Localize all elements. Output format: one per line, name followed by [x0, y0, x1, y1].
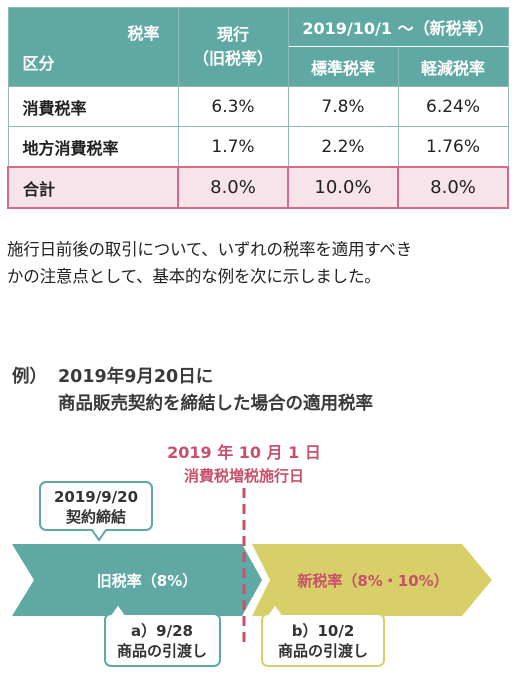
total-row: 合計 8.0% 10.0% 8.0% — [7, 166, 510, 209]
current-rate-cell: 6.3% — [177, 86, 289, 127]
example-heading: 例） 2019年9月20日に 商品販売契約を締結した場合の適用税率 — [12, 364, 373, 418]
tax-rate-table: 税率 区分 現行 （旧税率） 2019/10/1 〜（新税率） 標準税率 軽減税… — [7, 7, 510, 209]
table-header-row: 税率 区分 現行 （旧税率） 2019/10/1 〜（新税率） — [7, 7, 509, 87]
reduced-rate-cell: 6.24% — [397, 86, 509, 127]
intro-line: 施行日前後の取引について、いずれの税率を適用すべき — [7, 240, 413, 259]
current-rate-cell: 1.7% — [177, 126, 289, 168]
table-subheader-row: 標準税率 軽減税率 — [8, 46, 509, 87]
corner-header-tax-rate: 税率 — [127, 24, 160, 43]
example-prefix: 例） — [12, 367, 47, 387]
current-rate-header: 現行 （旧税率） — [177, 7, 289, 87]
new-rate-label: 新税率（8%・10%） — [297, 572, 448, 590]
table-row: 消費税率 6.3% 7.8% 6.24% — [7, 86, 509, 127]
reduced-rate-cell: 8.0% — [396, 166, 510, 209]
row-label: 消費税率 — [7, 86, 179, 127]
contract-label: 契約締結 — [65, 508, 126, 526]
old-rate-arrow — [12, 544, 262, 616]
delivery-b-callout — [261, 602, 385, 667]
reduced-rate-cell: 1.76% — [397, 126, 509, 168]
delivery-a-date: a）9/28 — [131, 622, 193, 640]
standard-rate-cell: 7.8% — [287, 86, 399, 127]
corner-header-category: 区分 — [22, 54, 55, 73]
delivery-a-callout — [104, 602, 221, 667]
current-rate-header-line2: （旧税率） — [192, 49, 273, 68]
standard-rate-header: 標準税率 — [288, 46, 399, 87]
enforcement-date: 2019 年 10 月 1 日 — [167, 443, 321, 462]
contract-date: 2019/9/20 — [54, 488, 138, 506]
delivery-b-label: 商品の引渡し — [278, 642, 368, 660]
old-rate-label: 旧税率（8%） — [97, 572, 197, 590]
example-line: 2019年9月20日に — [58, 367, 214, 387]
new-rate-header: 2019/10/1 〜（新税率） — [287, 7, 509, 47]
delivery-a-label: 商品の引渡し — [117, 642, 207, 660]
reduced-rate-header: 軽減税率 — [397, 46, 509, 87]
table-row: 地方消費税率 1.7% 2.2% 1.76% — [7, 126, 509, 168]
standard-rate-cell: 2.2% — [287, 126, 399, 168]
example-line: 商品販売契約を締結した場合の適用税率 — [58, 394, 373, 414]
delivery-b-date: b）10/2 — [292, 622, 355, 640]
intro-line: かの注意点として、基本的な例を次に示しました。 — [7, 267, 381, 286]
standard-rate-cell: 10.0% — [287, 166, 399, 209]
row-label: 地方消費税率 — [7, 126, 179, 168]
row-label: 合計 — [7, 166, 179, 209]
enforcement-label: 消費税増税施行日 — [184, 467, 304, 485]
contract-date-callout — [39, 481, 153, 542]
current-rate-header-line1: 現行 — [216, 25, 249, 44]
new-rate-arrow — [252, 544, 492, 616]
current-rate-cell: 8.0% — [177, 166, 289, 209]
table-corner-header: 税率 区分 — [7, 7, 179, 87]
intro-paragraph: 施行日前後の取引について、いずれの税率を適用すべき かの注意点として、基本的な例… — [7, 236, 517, 290]
